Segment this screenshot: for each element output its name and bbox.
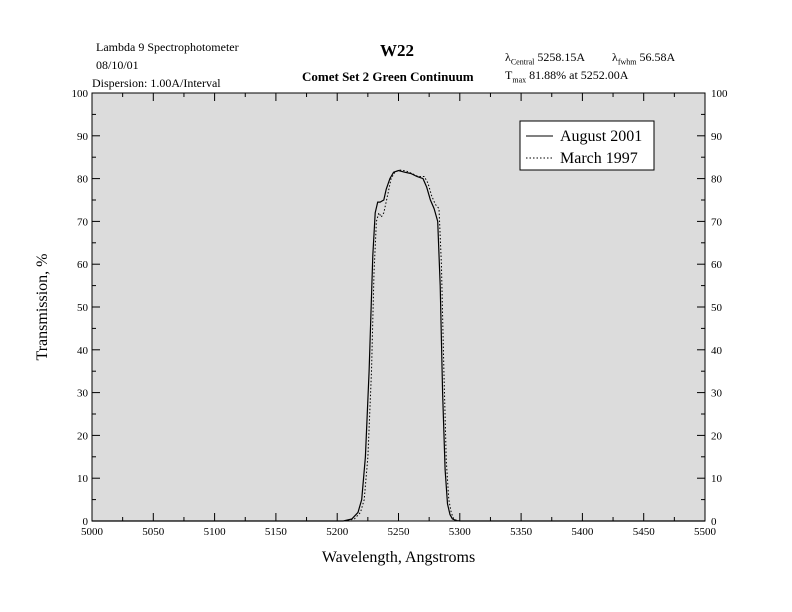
y-tick-label-right: 100 [711,88,728,100]
central-wavelength-value: 5258.15A [537,50,586,64]
y-tick-label-left: 40 [77,345,89,357]
series-layer [92,169,705,522]
x-tick-label: 5400 [571,526,594,538]
y-tick-label-left: 0 [83,516,89,528]
central-subscript: Central [510,57,535,67]
plot-frame [91,92,706,522]
y-tick-label-right: 90 [711,131,723,143]
tmax-subscript: max [512,75,527,85]
tmax-value: 81.88% at 5252.00A [529,68,629,82]
y-tick-label-right: 70 [711,216,723,228]
y-tick-label-left: 60 [77,259,89,271]
fwhm-stat: λfwhm 56.58A [612,50,675,66]
y-tick-label-left: 50 [77,302,89,314]
tick-layer: 5000 5050 5100 5150 5200 5250 5300 5350 5400 5450… [72,88,729,538]
tmax-stat: Tmax 81.88% at 5252.00A [505,68,628,84]
legend: August 2001 March 1997 [519,120,655,171]
legend-label: March 1997 [560,150,638,167]
y-tick-label-left: 100 [72,88,89,100]
chart-title: W22 [380,41,414,60]
y-tick-label-left: 20 [77,430,89,442]
x-tick-label: 5450 [633,526,656,538]
series-line-august-2001 [92,169,705,522]
y-tick-label-right: 40 [711,345,723,357]
central-wavelength-stat: λCentral 5258.15A [505,50,585,66]
y-tick-label-right: 20 [711,430,723,442]
y-axis-title: Transmission, % [34,254,51,361]
fwhm-value: 56.58A [639,50,676,64]
x-tick-label: 5500 [694,526,717,538]
y-tick-label-right: 50 [711,302,723,314]
x-tick-label: 5200 [326,526,349,538]
x-tick-label: 5300 [449,526,472,538]
y-tick-label-right: 30 [711,388,723,400]
dispersion-info: Dispersion: 1.00A/Interval [92,76,221,90]
legend-label: August 2001 [560,128,642,145]
y-tick-label-left: 30 [77,388,89,400]
y-tick-label-right: 80 [711,174,723,186]
lambda-symbol: λ [505,50,511,64]
x-tick-label: 5100 [204,526,227,538]
lambda-symbol: λ [612,50,618,64]
y-tick-label-left: 80 [77,174,89,186]
y-tick-label-left: 70 [77,216,89,228]
series-line-march-1997 [92,169,705,522]
chart-subtitle: Comet Set 2 Green Continuum [302,69,474,84]
y-tick-label-left: 90 [77,131,89,143]
y-tick-label-right: 0 [711,516,717,528]
x-tick-label: 5250 [388,526,411,538]
y-tick-label-left: 10 [77,473,89,485]
y-tick-label-right: 10 [711,473,723,485]
fwhm-subscript: fwhm [617,57,637,67]
x-tick-label: 5350 [510,526,533,538]
measurement-date: 08/10/01 [96,58,139,72]
x-tick-label: 5000 [81,526,104,538]
instrument-name: Lambda 9 Spectrophotometer [96,40,239,54]
y-tick-label-right: 60 [711,259,723,271]
legend-box [519,120,655,171]
x-tick-label: 5050 [142,526,165,538]
x-tick-label: 5150 [265,526,288,538]
x-axis-title: Wavelength, Angstroms [322,549,475,566]
t-symbol: T [505,68,513,82]
